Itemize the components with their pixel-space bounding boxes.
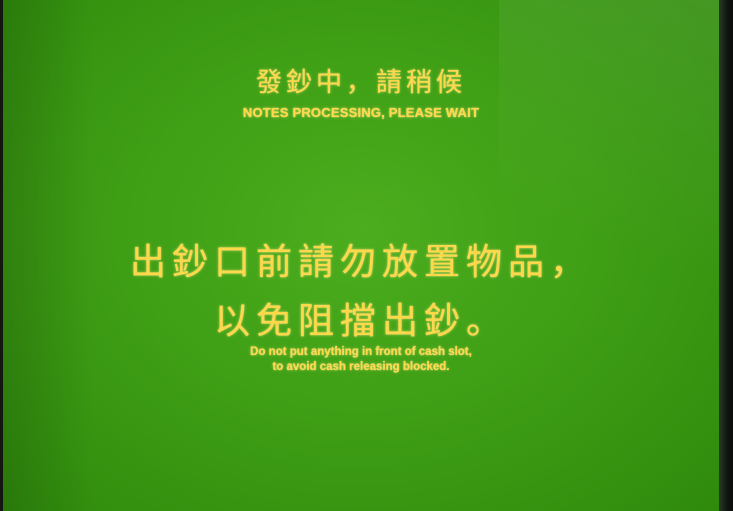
notice-english-line-1: Do not put anything in front of cash slo… — [250, 346, 472, 358]
atm-screen: 發鈔中，請稍候 NOTES PROCESSING, PLEASE WAIT 出鈔… — [3, 0, 719, 511]
status-title-chinese: 發鈔中，請稍候 — [255, 68, 466, 98]
notice-english-line-2: to avoid cash releasing blocked. — [272, 361, 450, 373]
bezel-right-edge — [719, 0, 733, 511]
status-title-english: NOTES PROCESSING, PLEASE WAIT — [242, 105, 480, 120]
screen-glare — [499, 0, 719, 340]
notice-chinese-line-2: 以免阻擋出鈔。 — [213, 301, 508, 342]
notice-chinese-line-1: 出鈔口前請勿放置物品， — [129, 242, 592, 283]
